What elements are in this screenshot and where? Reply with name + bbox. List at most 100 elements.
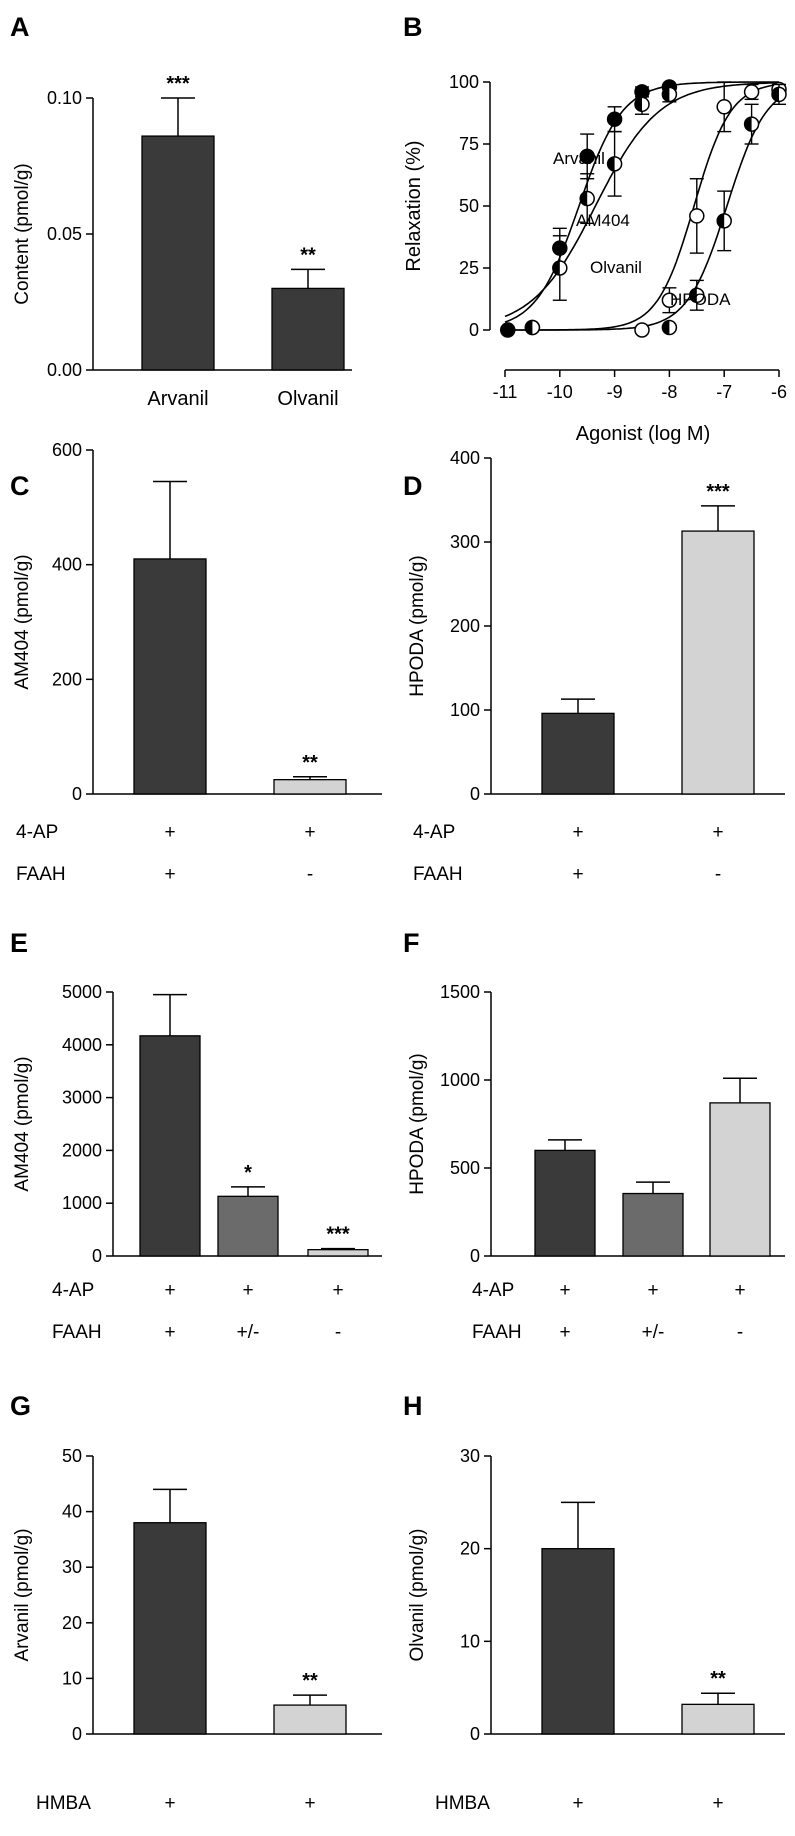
condition-symbol: - [335, 1322, 341, 1343]
y-tick-label: 300 [450, 532, 480, 552]
data-point [606, 111, 623, 127]
y-tick-label: 3000 [62, 1088, 102, 1108]
y-tick-label: 2000 [62, 1140, 102, 1160]
series-label: Olvanil [590, 258, 642, 277]
data-point-half [635, 97, 642, 112]
y-tick-label: 500 [450, 1158, 480, 1178]
panel-letter: G [10, 1391, 31, 1421]
panel-letter: D [403, 471, 423, 501]
y-tick-label: 1000 [62, 1193, 102, 1213]
bar [133, 1522, 207, 1735]
bar [273, 779, 347, 795]
condition-symbol: + [332, 1280, 343, 1301]
y-tick-label: 1500 [440, 982, 480, 1002]
y-tick-label: 0.05 [47, 224, 82, 244]
data-point-half [525, 320, 533, 335]
y-tick-label: 400 [52, 555, 82, 575]
condition-row-label: FAAH [472, 1322, 522, 1343]
condition-symbol: - [737, 1322, 743, 1343]
condition-symbol: - [307, 1834, 313, 1836]
condition-row-label: FAAH [413, 864, 463, 885]
y-tick-label: 0 [470, 1724, 480, 1744]
y-tick-label: 100 [450, 700, 480, 720]
y-axis-label: AM404 (pmol/g) [12, 1056, 33, 1191]
bar [709, 1102, 771, 1257]
data-point-half [662, 87, 670, 102]
series-label: Arvanil [553, 149, 605, 168]
condition-symbol: - [715, 864, 721, 885]
bar [273, 1704, 347, 1735]
y-tick-label: 200 [450, 616, 480, 636]
data-point [716, 99, 732, 115]
condition-symbol: + [572, 1793, 583, 1814]
condition-row-label: FAAH [435, 1834, 485, 1836]
panel-letter: C [10, 471, 30, 501]
y-tick-label: 50 [62, 1446, 82, 1466]
condition-symbol: + [164, 822, 175, 843]
y-tick-label: 200 [52, 669, 82, 689]
bar [139, 1035, 201, 1257]
significance-marker: ** [302, 752, 318, 774]
fit-curve [505, 98, 780, 331]
condition-row-label: 4-AP [413, 822, 455, 843]
y-tick-label: 0 [92, 1246, 102, 1266]
series-label: HPODA [670, 290, 731, 309]
y-axis-label: Relaxation (%) [403, 140, 425, 271]
y-tick-label: 1000 [440, 1070, 480, 1090]
panel-d: D 0 100 200 300 400 HPODA (pmol/g) *** 4-AP + + FAA… [403, 448, 785, 885]
y-tick-label: 100 [449, 72, 479, 92]
data-point [743, 84, 760, 100]
y-tick-label: 0 [72, 1724, 82, 1744]
data-point [579, 148, 595, 165]
panel-g: G 0 10 20 30 40 50 Arvanil (pmol/g) ** HMBA + + FAAH… [10, 1391, 382, 1836]
y-tick-label: 0 [470, 1246, 480, 1266]
y-tick-label: 400 [450, 448, 480, 468]
data-point [661, 292, 678, 308]
condition-row-label: FAAH [16, 864, 66, 885]
bar [622, 1192, 684, 1257]
panel-a: A 0.00 0.05 0.10 Content (pmol/g) *** Arvanil *… [10, 12, 352, 410]
y-tick-label: 40 [62, 1502, 82, 1522]
condition-symbol: + [734, 1280, 745, 1301]
y-tick-label: 20 [460, 1539, 480, 1559]
bar [681, 530, 755, 795]
condition-row-label: HMBA [435, 1793, 490, 1814]
panel-f: F 0 500 1000 1500 HPODA (pmol/g) 4-AP + + + FAAH + +… [403, 928, 785, 1343]
condition-symbol: + [647, 1280, 658, 1301]
y-axis-label: HPODA (pmol/g) [407, 1053, 428, 1194]
y-axis-label: Olvanil (pmol/g) [407, 1528, 428, 1661]
bar [141, 135, 215, 371]
panel-h: H 0 10 20 30 Olvanil (pmol/g) ** HMBA + + FAAH + - [403, 1391, 785, 1836]
condition-symbol: + [164, 864, 175, 885]
x-category-label: Olvanil [277, 388, 338, 410]
data-point-half [772, 87, 779, 102]
condition-symbol: + [712, 1793, 723, 1814]
bar [133, 558, 207, 795]
significance-marker: *** [706, 481, 730, 503]
fit-curve [505, 83, 780, 331]
bar [541, 1548, 615, 1735]
y-tick-label: 25 [459, 258, 479, 278]
y-tick-label: 75 [459, 134, 479, 154]
y-tick-label: 4000 [62, 1035, 102, 1055]
condition-symbol: + [559, 1322, 570, 1343]
significance-marker: ** [300, 244, 316, 266]
condition-symbol: + [164, 1322, 175, 1343]
y-tick-label: 10 [460, 1631, 480, 1651]
x-tick-label: -10 [547, 382, 573, 402]
data-point [634, 322, 650, 338]
condition-symbol: + [242, 1280, 253, 1301]
x-tick-label: -6 [771, 382, 787, 402]
condition-symbol: - [307, 864, 313, 885]
data-point [689, 208, 705, 224]
panel-letter: E [10, 928, 28, 958]
data-point [499, 322, 516, 338]
significance-marker: ** [302, 1670, 318, 1692]
condition-symbol: +/- [237, 1322, 260, 1343]
condition-symbol: + [572, 822, 583, 843]
y-tick-label: 20 [62, 1613, 82, 1633]
condition-row-label: HMBA [36, 1793, 91, 1814]
y-tick-label: 30 [62, 1557, 82, 1577]
